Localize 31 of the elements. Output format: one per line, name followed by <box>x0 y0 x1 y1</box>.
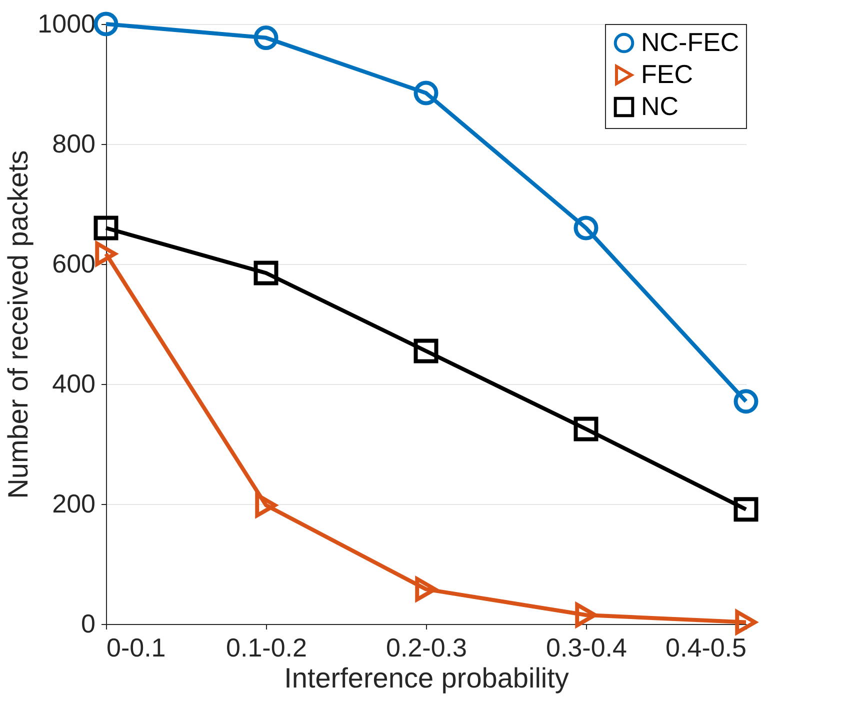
y-tick-label: 200 <box>52 488 96 518</box>
y-tick-label: 0 <box>81 608 96 638</box>
point <box>254 260 278 286</box>
legend-label: FEC <box>641 59 693 89</box>
point <box>414 338 438 364</box>
point <box>734 389 758 414</box>
x-axis-title: Interference probability <box>284 662 569 694</box>
x-tick-label: 0-0.1 <box>106 632 166 662</box>
x-tick-label: 0.3-0.4 <box>546 632 627 662</box>
y-tick-label: 800 <box>52 128 96 158</box>
y-tick-label: 400 <box>52 368 96 398</box>
point <box>735 610 757 634</box>
point <box>94 216 118 240</box>
y-tick-label: 600 <box>52 248 96 278</box>
point <box>734 497 758 522</box>
point <box>574 416 598 442</box>
x-tick-label: 0.2-0.3 <box>386 632 467 662</box>
point <box>94 12 118 36</box>
point <box>575 602 597 628</box>
point <box>255 492 277 518</box>
y-axis-title: Number of received packets <box>2 150 34 499</box>
point <box>415 576 437 602</box>
point <box>254 26 278 50</box>
point <box>95 242 117 266</box>
x-tick-label: 0.4-0.5 <box>666 632 746 662</box>
y-tick-label: 1000 <box>38 8 96 38</box>
legend-label: NC-FEC <box>641 27 740 57</box>
legend-label: NC <box>641 91 679 121</box>
point <box>414 80 438 106</box>
x-tick-label: 0.1-0.2 <box>226 632 307 662</box>
point <box>574 216 598 240</box>
